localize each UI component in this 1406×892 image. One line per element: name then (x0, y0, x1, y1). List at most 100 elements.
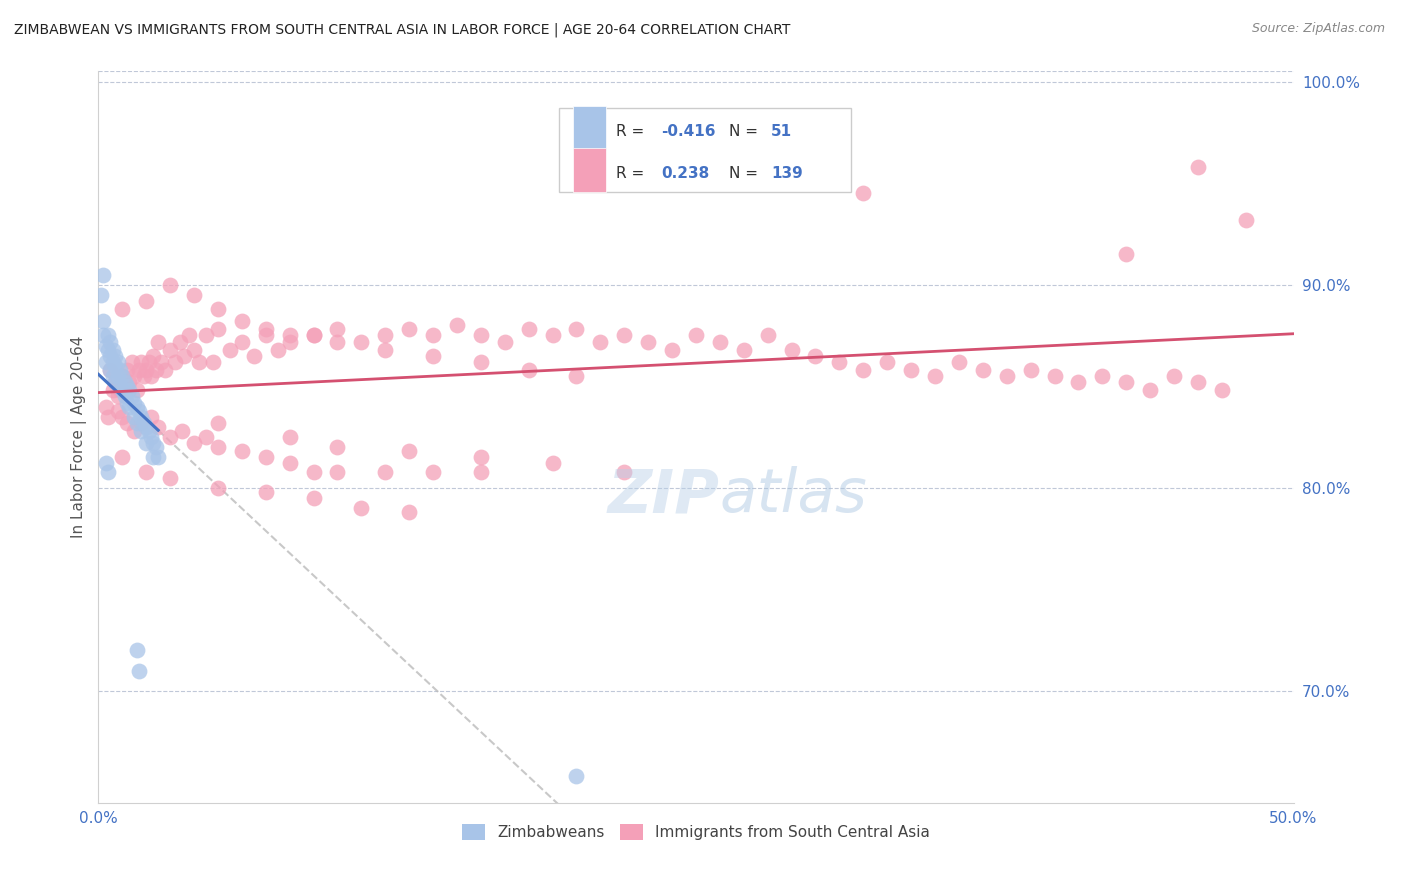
Point (145, 440, 167, 454)
Point (470, 328, 492, 343)
Point (142, 450, 165, 465)
Point (517, 363, 540, 377)
Point (565, 369, 588, 384)
Point (1163, 369, 1185, 384)
Point (169, 334, 191, 349)
Point (97, 343, 120, 357)
Point (114, 379, 136, 393)
Point (685, 328, 707, 343)
Point (302, 465, 325, 479)
Point (398, 505, 420, 519)
Point (756, 328, 779, 343)
Point (254, 484, 277, 499)
Point (97, 465, 120, 479)
Point (374, 343, 396, 357)
Point (101, 369, 124, 384)
Point (231, 314, 253, 328)
Point (852, 186, 875, 201)
Point (101, 384, 124, 398)
Point (148, 334, 170, 349)
Point (828, 355, 851, 369)
Point (900, 363, 922, 377)
Point (94, 338, 117, 352)
Point (1067, 375, 1090, 389)
Point (1234, 212, 1257, 227)
Point (108, 363, 131, 377)
Point (132, 416, 155, 430)
Point (541, 457, 564, 471)
Point (422, 349, 444, 363)
Point (128, 403, 150, 417)
Text: ZIMBABWEAN VS IMMIGRANTS FROM SOUTH CENTRAL ASIA IN LABOR FORCE | AGE 20-64 CORR: ZIMBABWEAN VS IMMIGRANTS FROM SOUTH CENT… (14, 22, 790, 37)
Point (613, 328, 636, 343)
Point (90, 288, 112, 302)
Point (131, 409, 153, 424)
Point (94, 457, 117, 471)
Text: 51: 51 (772, 124, 793, 139)
Point (278, 457, 301, 471)
Point (709, 334, 731, 349)
Y-axis label: In Labor Force | Age 20-64: In Labor Force | Age 20-64 (72, 336, 87, 538)
Point (1211, 384, 1233, 398)
Point (207, 416, 229, 430)
Point (733, 343, 755, 357)
Text: R =: R = (616, 166, 650, 181)
Point (135, 436, 157, 450)
Point (422, 465, 444, 479)
Point (183, 436, 205, 450)
Point (243, 349, 266, 363)
Point (183, 343, 205, 357)
Point (159, 343, 181, 357)
Point (219, 343, 242, 357)
Point (1115, 247, 1137, 261)
Point (852, 363, 875, 377)
Point (326, 322, 349, 336)
Point (142, 436, 165, 450)
Point (124, 409, 146, 424)
Point (565, 769, 588, 783)
Point (780, 343, 803, 357)
Point (148, 450, 170, 465)
Point (470, 465, 492, 479)
Point (131, 424, 153, 438)
Point (1139, 384, 1161, 398)
Point (104, 359, 127, 373)
Point (107, 369, 129, 384)
Point (350, 501, 373, 516)
Point (326, 465, 349, 479)
Point (111, 301, 134, 316)
Point (139, 409, 162, 424)
Point (350, 334, 373, 349)
Point (183, 288, 205, 302)
Point (121, 389, 143, 403)
Point (254, 328, 277, 343)
Point (326, 334, 349, 349)
Point (131, 416, 153, 430)
Point (104, 375, 127, 389)
Text: -0.416: -0.416 (661, 124, 716, 139)
Point (172, 424, 194, 438)
Point (138, 355, 160, 369)
Point (187, 355, 209, 369)
Point (107, 355, 129, 369)
Point (91, 328, 114, 343)
Point (1091, 369, 1114, 384)
Point (1187, 160, 1209, 174)
Point (637, 334, 659, 349)
Point (278, 430, 301, 444)
Point (118, 384, 141, 398)
Point (398, 444, 420, 458)
Text: N =: N = (730, 166, 763, 181)
Point (101, 355, 124, 369)
Point (1043, 369, 1066, 384)
Point (302, 491, 325, 505)
Point (145, 363, 167, 377)
Point (111, 450, 134, 465)
Point (589, 334, 612, 349)
Point (159, 471, 181, 485)
Point (125, 416, 148, 430)
Point (115, 363, 138, 377)
Point (267, 343, 290, 357)
Point (135, 363, 157, 377)
Point (159, 277, 181, 292)
